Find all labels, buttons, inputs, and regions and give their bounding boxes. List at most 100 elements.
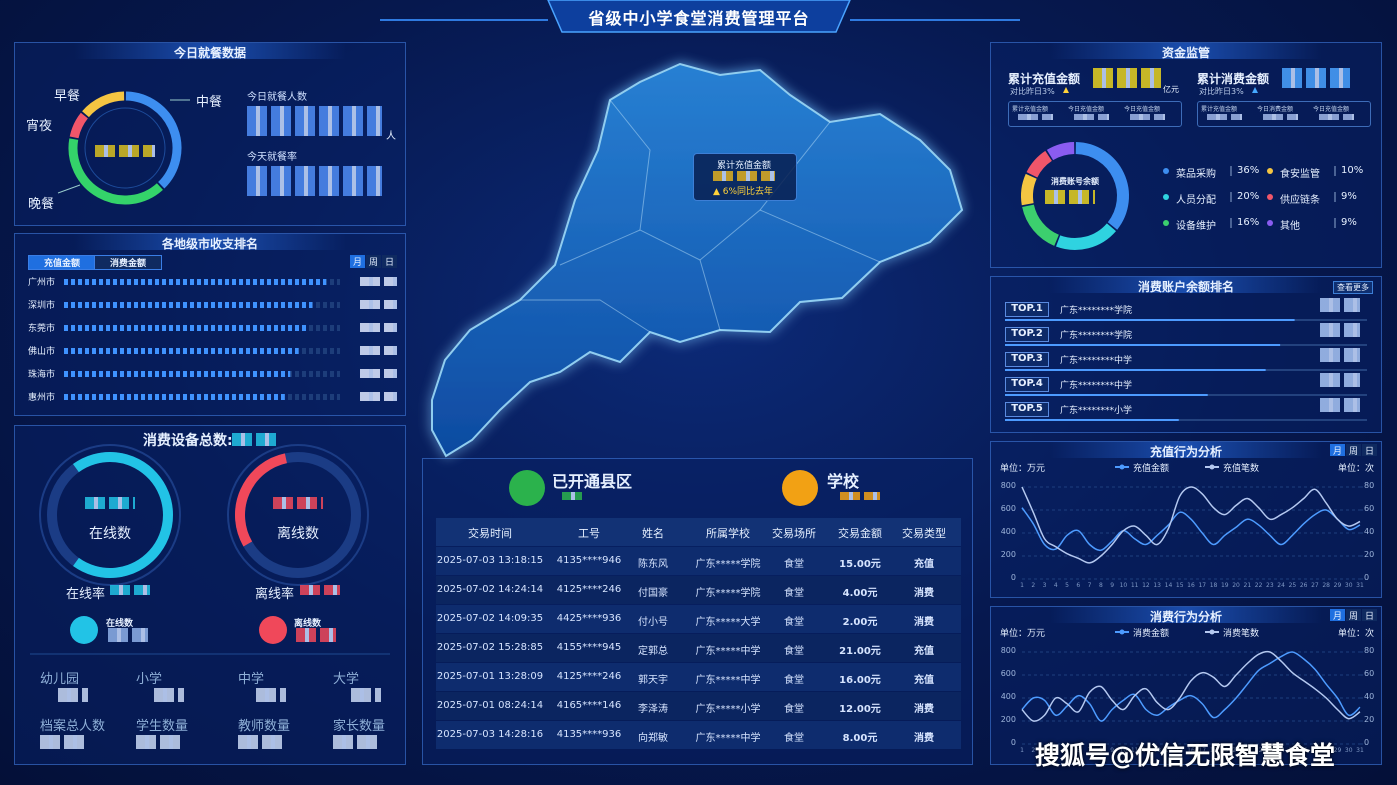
page-title: 省级中小学食堂消费管理平台 [588,9,810,28]
y2-tick-label: 20 [1364,715,1375,724]
legend-label: 充值笔数 [1223,464,1260,474]
x-tick-label: 4 [1053,582,1058,589]
panel-title-band [1050,43,1322,59]
table-cell: 消费 [914,588,934,599]
fund-tab: 今日充值金额 [1124,106,1161,113]
legend-dot [1163,220,1169,226]
panel-title: 消费行为分析 [1149,610,1222,624]
donut-label: 宵夜 [26,119,53,134]
summary-label: 学校 [827,472,860,491]
table-cell: 食堂 [784,588,804,599]
table-cell: 郭天宇 [638,675,668,686]
x-tick-label: 1 [1020,747,1024,754]
table-cell: 4135****946 [556,555,622,566]
donut-label: 早餐 [54,89,81,104]
school-type: 小学 [136,672,163,687]
x-tick-label: 28 [1322,747,1330,754]
legend-label: 消费笔数 [1223,629,1260,639]
masked-value [1320,373,1360,387]
y2-tick-label: 60 [1364,504,1375,513]
legend-value: 16% [1237,217,1260,228]
table-cell: 食堂 [784,617,804,628]
y-tick-label: 200 [1000,550,1016,559]
legend-marker-dot [1209,629,1215,635]
donut-segment [82,91,125,118]
donut-label: 晚餐 [28,197,55,212]
table-header: 工号 [578,527,600,540]
legend-value: 9% [1341,217,1357,228]
donut-segment [69,112,88,139]
masked-value [562,492,586,500]
fund-compare: 对比昨日3% [1010,87,1055,96]
legend-label: 充值金额 [1133,464,1170,474]
table-row [436,634,961,662]
masked-value [1207,114,1242,120]
x-tick-label: 7 [1087,582,1092,589]
masked-value [333,735,378,749]
legend-value: 9% [1341,191,1357,202]
county-icon [509,470,545,506]
table-header: 交易金额 [838,527,882,540]
masked-value [360,323,397,332]
table-header: 交易时间 [468,527,512,540]
donut-segment [1022,204,1060,246]
panel-title-band [1050,442,1322,458]
fund-label: 累计充值金额 [1008,72,1081,86]
x-tick-label: 10 [1119,582,1128,589]
people-type: 家长数量 [333,719,386,734]
table-cell: 4135****936 [556,729,622,740]
legend-value: 36% [1237,165,1260,176]
x-tick-label: 31 [1356,747,1364,754]
masked-value [1282,68,1352,88]
table-cell: 充值 [914,559,934,570]
masked-value [1263,114,1298,120]
fund-unit: 亿元 [1163,85,1179,94]
unit-label: 单位：万元 [1000,464,1046,474]
summary-label: 已开通县区 [552,472,633,491]
x-tick-label: 9 [1110,582,1115,589]
x-tick-label: 6 [1076,582,1081,589]
masked-value [1320,348,1360,362]
x-tick-label: 29 [1333,582,1342,589]
up-arrow [1252,87,1258,93]
fund-tab-box [1197,101,1371,127]
x-tick-label: 13 [1153,747,1161,754]
school-type: 中学 [238,672,265,687]
y-tick-label: 800 [1000,646,1016,655]
x-tick-label: 17 [1198,582,1207,589]
table-cell: 广东*****大学 [695,617,761,628]
people-type: 教师数量 [238,719,291,734]
table-row [436,576,961,604]
city-label: 广州市 [28,278,56,288]
panel [990,276,1382,433]
legend-name: 食安监管 [1280,169,1320,180]
masked-value [58,688,88,702]
more-button: 查看更多 [1333,281,1373,294]
school-type: 幼儿园 [40,672,80,687]
masked-value [247,166,382,196]
people-type: 学生数量 [136,719,189,734]
x-tick-label: 20 [1232,747,1240,754]
leader-line [57,184,81,194]
status-label: 在线数 [106,619,134,629]
table-row [436,605,961,633]
masked-value [1093,68,1163,88]
x-tick-label: 14 [1164,747,1173,754]
y-tick-label: 400 [1000,527,1016,536]
fund-tab-box [1008,101,1182,127]
donut-segment [1046,142,1075,161]
table-cell: 2.00元 [842,617,878,628]
masked-value [238,735,283,749]
panel-title: 今日就餐数据 [173,46,246,60]
x-tick-label: 3 [1042,747,1047,754]
x-tick-label: 30 [1344,747,1353,754]
header-band [547,0,851,33]
masked-value [232,433,276,446]
masked-value [95,145,155,157]
map-boundary [759,209,881,263]
rank-school: 广东********小学 [1060,406,1133,416]
tab: 消费金额 [94,255,162,270]
table-cell: 广东*****中学 [695,646,761,657]
rate-label: 在线率 [66,587,106,602]
rate-label: 离线率 [255,587,295,602]
